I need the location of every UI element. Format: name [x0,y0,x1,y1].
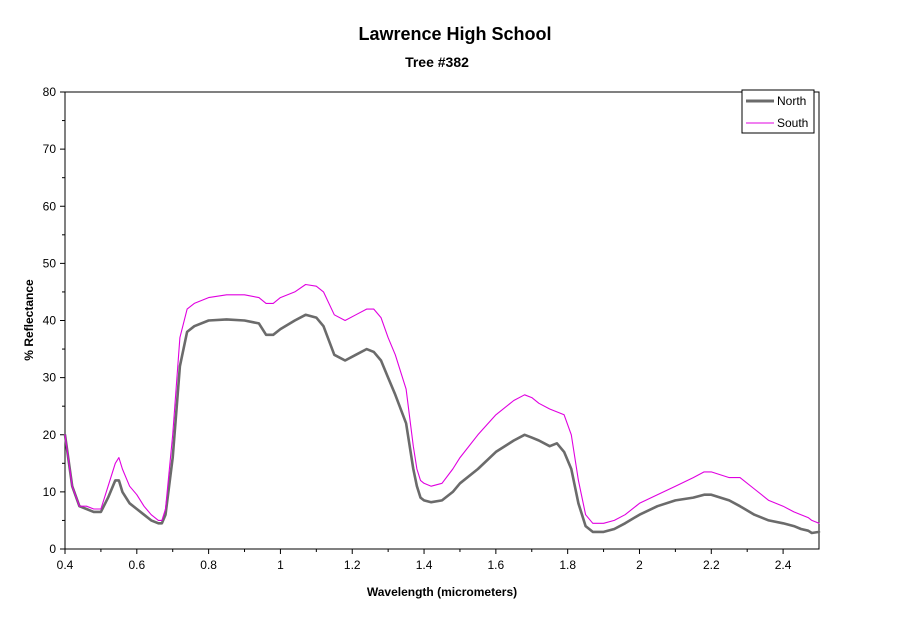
chart-subtitle: Tree #382 [405,54,469,70]
series-line-north [63,313,821,535]
y-tick-label: 10 [43,485,57,499]
ticks-layer: 0 10 20 30 40 50 60 70 80 0.4 0.6 0.8 1 1.2 1.4 1.6 1.8 2… [43,85,792,572]
legend-south-label: South [777,116,808,130]
y-tick-label: 70 [43,142,57,156]
y-tick-label: 80 [43,85,57,99]
legend: North South [741,89,815,134]
x-tick-label: 2.4 [775,558,792,572]
y-tick-label: 30 [43,371,57,385]
legend-box [741,89,815,134]
x-tick-label: 0.6 [128,558,145,572]
legend-north-label: North [777,94,806,108]
x-tick-label: 1.8 [559,558,576,572]
x-axis-label: Wavelength (micrometers) [367,585,517,599]
x-tick-label: 0.8 [200,558,217,572]
series-line-south [64,283,820,524]
y-tick-label: 0 [49,542,56,556]
x-tick-label: 1.6 [488,558,505,572]
x-tick-label: 2.2 [703,558,720,572]
series-layer [63,283,821,535]
y-axis-label: % Reflectance [22,279,36,361]
y-tick-label: 60 [43,199,57,213]
y-tick-label: 50 [43,256,57,270]
x-tick-label: 2 [636,558,643,572]
x-tick-label: 1 [277,558,284,572]
y-tick-label: 20 [43,428,57,442]
y-tick-label: 40 [43,314,57,328]
plot-area [64,91,820,550]
chart-title: Lawrence High School [358,24,551,44]
x-tick-label: 1.4 [416,558,433,572]
x-tick-label: 1.2 [344,558,361,572]
x-tick-label: 0.4 [57,558,74,572]
